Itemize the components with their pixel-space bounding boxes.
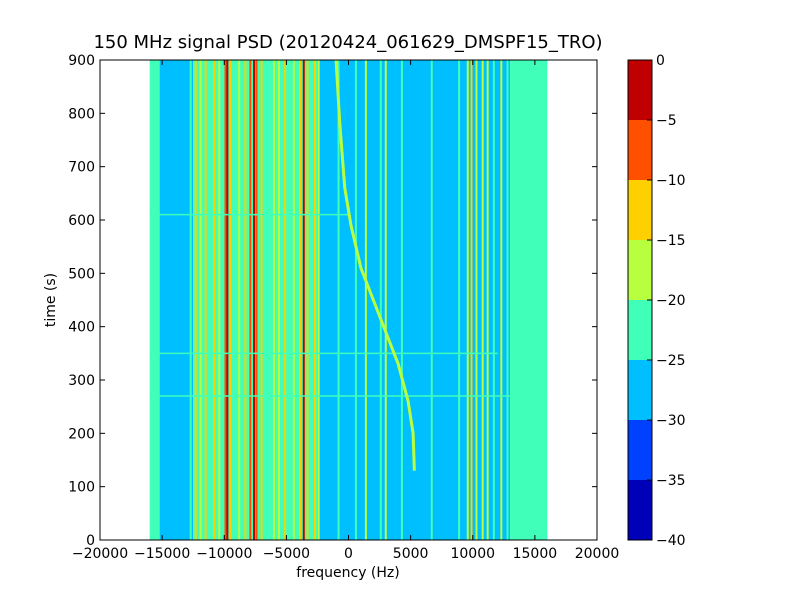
heatmap-band: [517, 60, 548, 540]
colorbar-tick-label: −40: [656, 533, 686, 549]
y-tick-label: 200: [68, 426, 95, 442]
x-axis-label: frequency (Hz): [296, 565, 399, 581]
colorbar-segment: [628, 420, 652, 480]
x-tick-label: −20000: [72, 546, 128, 562]
colorbar-tick-label: −20: [656, 293, 686, 309]
heatmap-plot-area: [149, 60, 548, 540]
y-tick-label: 100: [68, 480, 95, 496]
y-axis: 0 100 200 300 400 500 600 700 800 900: [68, 53, 597, 549]
y-tick-label: 300: [68, 373, 95, 389]
heatmap-band: [149, 60, 160, 540]
colorbar-segment: [628, 300, 652, 360]
x-tick-label: −10000: [196, 546, 252, 562]
x-tick-label: 0: [344, 546, 353, 562]
colorbar-tick-label: −35: [656, 473, 686, 489]
y-axis-label: time (s): [43, 273, 59, 327]
x-tick-label: 20000: [575, 546, 620, 562]
colorbar-segment: [628, 240, 652, 300]
y-tick-label: 700: [68, 160, 95, 176]
colorbar-segment: [628, 180, 652, 240]
y-tick-label: 500: [68, 266, 95, 282]
x-tick-label: 15000: [513, 546, 558, 562]
y-tick-label: 400: [68, 320, 95, 336]
colorbar-segment: [628, 60, 652, 120]
colorbar-segment: [628, 360, 652, 420]
doppler-trace: [334, 60, 416, 471]
colorbar-tick-label: −25: [656, 353, 686, 369]
x-tick-label: −15000: [134, 546, 190, 562]
chart-title: 150 MHz signal PSD (20120424_061629_DMSP…: [93, 32, 602, 53]
x-tick-label: 5000: [393, 546, 429, 562]
y-tick-label: 900: [68, 53, 95, 69]
x-tick-label: 10000: [450, 546, 495, 562]
heatmap-band: [193, 60, 318, 540]
colorbar-tick-label: −15: [656, 233, 686, 249]
colorbar-segment: [628, 120, 652, 180]
y-tick-label: 800: [68, 106, 95, 122]
x-axis: −20000 −15000 −10000 −5000 0 5000 10000 15000 20…: [72, 60, 619, 562]
y-tick-label: 600: [68, 213, 95, 229]
colorbar-tick-label: −10: [656, 173, 686, 189]
colorbar: −40 −35 −30 −25 −20 −15 −10 −5 0: [627, 53, 686, 549]
heatmap-band: [159, 60, 194, 540]
heatmap-band: [510, 60, 518, 540]
x-tick-label: −5000: [263, 546, 310, 562]
y-tick-label: 0: [86, 533, 95, 549]
colorbar-tick-label: −30: [656, 413, 686, 429]
colorbar-tick-label: −5: [656, 113, 677, 129]
colorbar-segment: [628, 480, 652, 540]
colorbar-tick-label: 0: [656, 53, 665, 69]
